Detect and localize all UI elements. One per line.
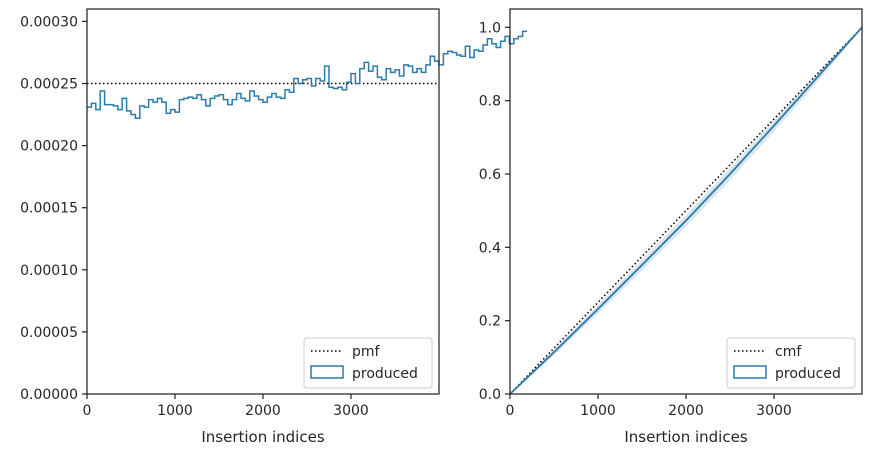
right-legend-produced-swatch [733,365,767,379]
right-x-tick-label: 0 [506,403,515,419]
left-ticks: 0 1000 2000 3000 0.00000 0.00005 0.00010 0.0001… [20,14,369,419]
left-legend: pmf produced [303,337,433,389]
left-y-tick-label: 0.00030 [20,14,78,30]
right-y-tick-label: 0.0 [479,387,501,403]
left-plot-marks [87,30,527,120]
left-x-axis-label: Insertion indices [201,428,324,446]
right-legend-produced-label: produced [775,366,841,382]
cmf-line [509,26,863,395]
left-x-tick-label: 0 [83,403,92,419]
left-legend-produced-label: produced [352,366,418,382]
right-x-tick-label: 3000 [756,403,792,419]
right-legend-cmf-label: cmf [775,344,802,360]
left-x-tick-label: 3000 [333,403,369,419]
right-y-tick-label: 1.0 [479,20,501,36]
right-y-tick-label: 0.4 [479,240,501,256]
left-y-tick-label: 0.00010 [20,263,78,279]
right-ticks: 0 1000 2000 3000 0.0 0.2 0.4 0.6 0.8 1.0 [479,20,792,419]
left-y-tick-label: 0.00000 [20,387,78,403]
left-chart: 0 1000 2000 3000 0.00000 0.00005 0.00010 0.0001… [20,8,527,446]
left-legend-produced-swatch [310,365,344,379]
left-x-tick-label: 1000 [157,403,193,419]
right-x-axis-label: Insertion indices [624,428,747,446]
right-plot-marks [509,26,863,395]
right-y-tick-label: 0.8 [479,94,501,110]
right-legend: cmf produced [726,337,856,389]
left-x-tick-label: 2000 [245,403,281,419]
left-y-tick-label: 0.00025 [20,77,78,93]
right-x-tick-label: 2000 [668,403,704,419]
left-y-tick-label: 0.00020 [20,139,78,155]
left-axes-frame [86,8,440,395]
right-chart: 0 1000 2000 3000 0.0 0.2 0.4 0.6 0.8 1.0 Insertio… [479,8,863,446]
left-legend-pmf-label: pmf [352,344,381,360]
right-x-tick-label: 1000 [580,403,616,419]
produced-cumulative-line [509,26,863,395]
right-y-tick-label: 0.2 [479,314,501,330]
produced-step-line [87,30,527,120]
left-y-tick-label: 0.00015 [20,201,78,217]
left-y-tick-label: 0.00005 [20,325,78,341]
right-axes-frame [509,8,863,395]
right-y-tick-label: 0.6 [479,167,501,183]
